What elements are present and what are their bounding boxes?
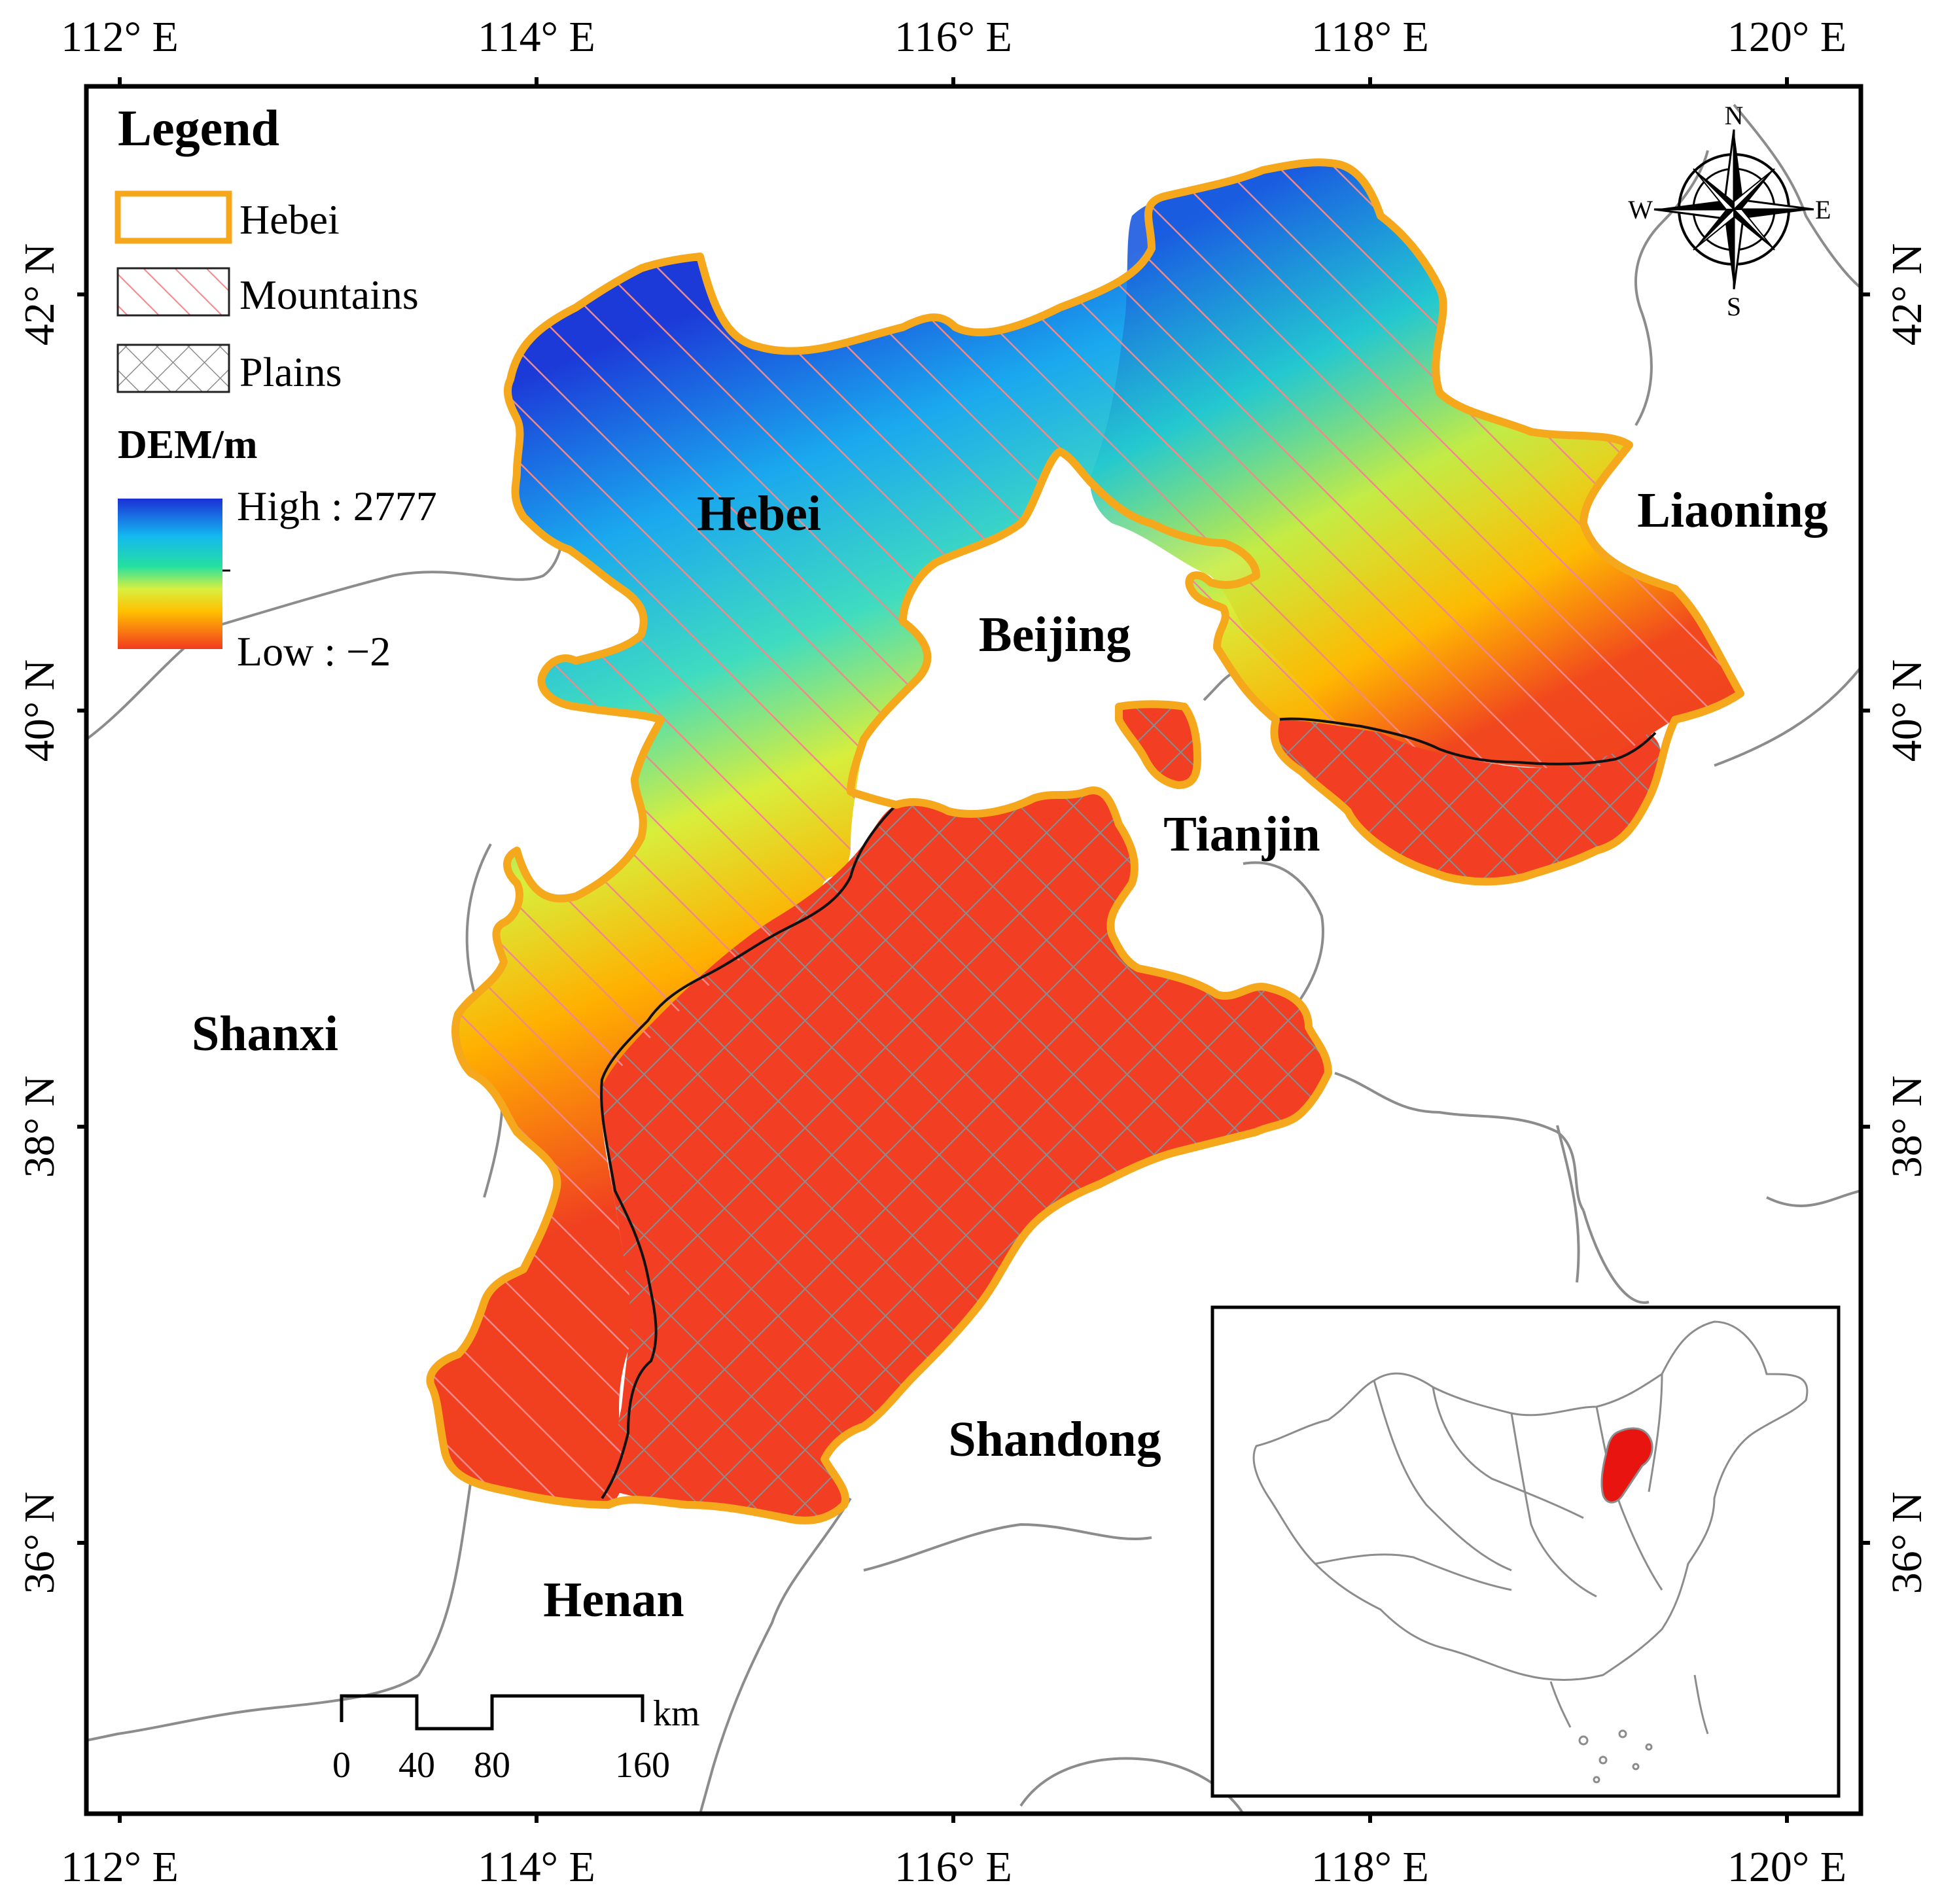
place-labels: Hebei Beijing Tianjin Liaoning Shanxi Sh…: [192, 483, 1828, 1627]
map-frame: [84, 84, 1863, 1816]
legend: Legend Hebei Mountains Plains DEM/m High…: [115, 99, 437, 675]
right-axis-label: 36° N: [1883, 1492, 1931, 1595]
axis-ticks: [77, 77, 1870, 1823]
compass-star: [1653, 129, 1814, 290]
left-axis-label: 38° N: [16, 1076, 63, 1178]
legend-title: Legend: [118, 99, 279, 156]
dem-low-label: Low : −2: [237, 628, 391, 675]
neighbour-boundaries: [86, 103, 1861, 1814]
legend-label-mountains: Mountains: [239, 272, 419, 318]
inset-china-outline: [1252, 1320, 1809, 1784]
inset-hebei-highlight: [1600, 1427, 1653, 1504]
hebei-outline: [426, 158, 1744, 1525]
top-axis-label: 120° E: [1727, 13, 1846, 61]
right-axis: 42° N 40° N 38° N 36° N: [1883, 243, 1931, 1595]
label-shanxi: Shanxi: [192, 1006, 338, 1061]
left-axis-label: 42° N: [16, 243, 63, 346]
mountain-hatch: [430, 162, 1740, 1505]
legend-label-plains: Plains: [239, 349, 342, 395]
compass-w: W: [1628, 195, 1653, 224]
scale-tick-80: 80: [474, 1745, 510, 1786]
scale-tick-40: 40: [398, 1745, 435, 1786]
compass-rose: N S E W: [1628, 101, 1831, 321]
dem-title: DEM/m: [118, 423, 258, 467]
bottom-axis: 112° E 114° E 116° E 118° E 120° E: [61, 1843, 1846, 1891]
label-tianjin: Tianjin: [1163, 807, 1320, 862]
legend-swatch-mountains: [116, 267, 230, 317]
label-henan: Henan: [543, 1572, 684, 1627]
scale-bar: km 0 40 80 160: [332, 1693, 700, 1786]
northeast-plains-hatch: [1274, 720, 1661, 882]
top-axis-label: 112° E: [61, 13, 179, 61]
right-axis-label: 38° N: [1883, 1076, 1931, 1178]
left-axis: 42° N 40° N 38° N 36° N: [16, 243, 63, 1595]
dem-colorbar: [118, 499, 222, 649]
legend-swatch-hebei: [115, 190, 232, 244]
top-axis-label: 114° E: [478, 13, 595, 61]
label-hebei: Hebei: [697, 486, 821, 541]
bottom-axis-label: 114° E: [478, 1843, 595, 1891]
dem-high-label: High : 2777: [237, 483, 437, 529]
compass-n: N: [1725, 101, 1744, 130]
scale-tick-0: 0: [332, 1745, 351, 1786]
northeast-divide: [1275, 717, 1657, 766]
bottom-axis-label: 120° E: [1727, 1843, 1846, 1891]
scale-tick-160: 160: [615, 1745, 670, 1786]
mountain-plain-divide: [600, 803, 898, 1500]
top-axis-label: 118° E: [1311, 13, 1429, 61]
enclave-plains-hatch: [1119, 704, 1197, 785]
inset-map: [1210, 1305, 1841, 1798]
bottom-axis-label: 112° E: [61, 1843, 179, 1891]
label-shandong: Shandong: [948, 1412, 1161, 1467]
bottom-axis-label: 116° E: [894, 1843, 1012, 1891]
hebei-province: [426, 158, 1744, 1525]
compass-e: E: [1815, 195, 1831, 224]
left-axis-label: 40° N: [16, 660, 63, 762]
right-axis-label: 40° N: [1883, 660, 1931, 762]
top-axis-label: 116° E: [894, 13, 1012, 61]
label-liaoning: Liaoning: [1637, 483, 1827, 538]
label-beijing: Beijing: [979, 607, 1131, 662]
left-axis-label: 36° N: [16, 1492, 63, 1595]
scale-unit: km: [653, 1693, 700, 1734]
legend-label-hebei: Hebei: [239, 196, 340, 243]
scale-bar-line: [340, 1694, 644, 1731]
legend-swatch-plains: [116, 344, 230, 393]
compass-s: S: [1727, 292, 1741, 321]
right-axis-label: 42° N: [1883, 243, 1931, 346]
bottom-axis-label: 118° E: [1311, 1843, 1429, 1891]
inset-frame: [1210, 1305, 1841, 1798]
top-axis: 112° E 114° E 116° E 118° E 120° E: [61, 13, 1846, 61]
